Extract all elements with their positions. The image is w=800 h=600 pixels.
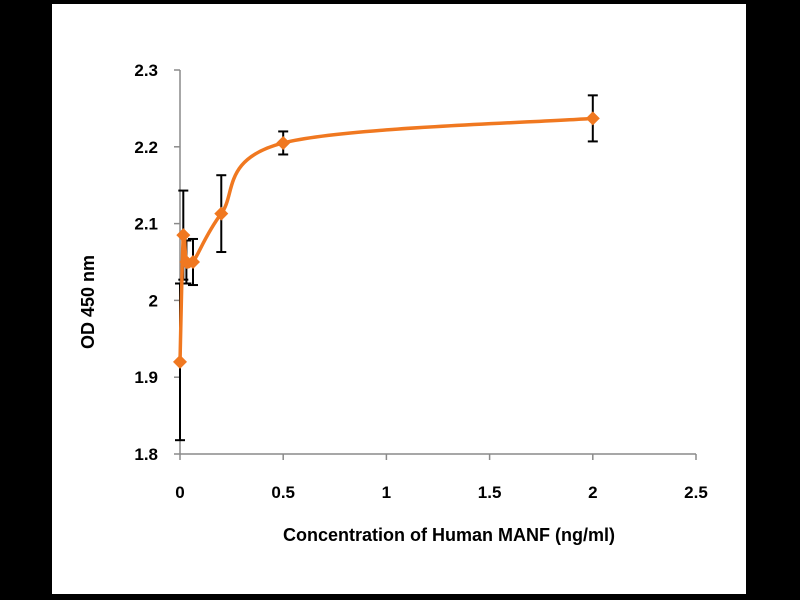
data-point-marker [276,135,291,150]
chart-svg: 1.8 1.9 2 2.1 2.2 2.3 0 0.5 1 1.5 2 2.5 Concentrati… [78,61,708,545]
data-point-marker [186,255,201,269]
data-point-marker [214,206,229,221]
series-line [178,116,593,362]
x-tick-label: 2.5 [684,483,708,502]
y-axis-title: OD 450 nm [78,255,98,349]
x-axis-title: Concentration of Human MANF (ng/ml) [283,525,615,545]
data-point-marker [585,111,600,126]
ticks-layer: 1.8 1.9 2 2.1 2.2 2.3 0 0.5 1 1.5 2 2.5 [134,61,707,502]
x-tick-label: 1.5 [478,483,502,502]
y-tick-label: 2.2 [134,138,158,157]
y-tick-label: 1.8 [134,445,158,464]
y-tick-label: 2.1 [134,215,158,234]
x-tick-label: 1 [382,483,391,502]
y-tick-label: 2.3 [134,61,158,80]
y-tick-label: 2 [149,291,158,310]
x-tick-label: 2 [588,483,597,502]
error-bars-layer [175,94,598,442]
chart-panel: 1.8 1.9 2 2.1 2.2 2.3 0 0.5 1 1.5 2 2.5 Concentrati… [52,4,746,594]
x-tick-label: 0 [175,483,184,502]
x-tick-label: 0.5 [271,483,295,502]
y-tick-label: 1.9 [134,368,158,387]
markers-layer [173,111,600,369]
data-point-marker [173,354,187,369]
data-point-marker [176,228,191,243]
